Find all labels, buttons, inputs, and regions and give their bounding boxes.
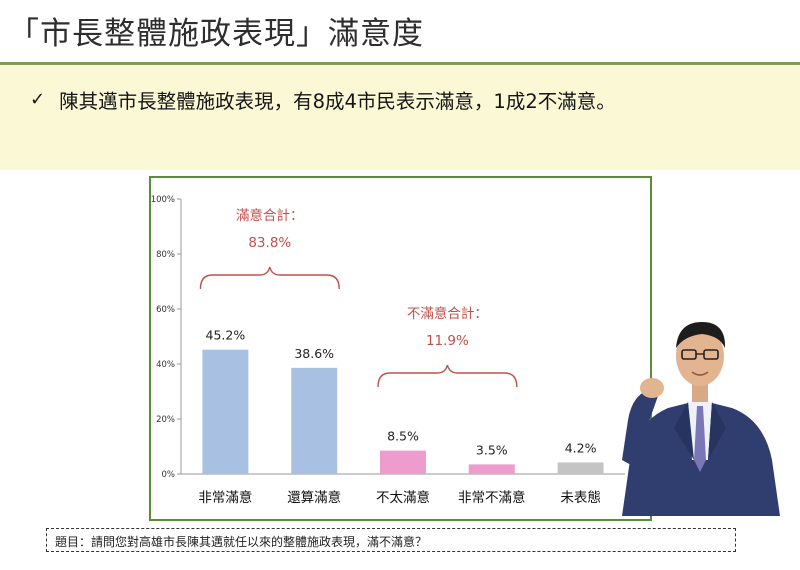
category-label: 非常不滿意 (458, 489, 526, 506)
bar-2 (291, 367, 338, 474)
bar-5 (557, 462, 604, 474)
y-tick-label: 100% (151, 195, 175, 205)
annotation-bracket (377, 364, 518, 388)
annotation-value: 11.9% (426, 333, 469, 349)
bar-4 (468, 464, 515, 474)
check-icon: ✓ (30, 89, 46, 110)
bar-chart: 0% 20% 40% 60% 80% 100% 45.2% 非常滿意 38.6% 還算滿意 8.5%… (151, 195, 625, 506)
summary-bullet: ✓ 陳其邁市長整體施政表現，有8成4市民表示滿意，1成2不滿意。 (30, 85, 616, 114)
category-label: 未表態 (560, 490, 601, 506)
page-title: 「市長整體施政表現」滿意度 (8, 16, 424, 52)
mayor-photo (612, 310, 788, 516)
category-label: 不太滿意 (376, 489, 430, 506)
bar-value-label: 8.5% (387, 429, 419, 444)
bar-value-label: 3.5% (476, 442, 508, 457)
chart-panel: 0% 20% 40% 60% 80% 100% 45.2% 非常滿意 38.6% 還算滿意 8.5%… (149, 176, 652, 521)
annotation-label: 滿意合計： (236, 207, 303, 224)
title-divider (0, 62, 800, 65)
bar-1 (202, 349, 249, 474)
y-tick-label: 80% (156, 250, 175, 260)
annotation-label: 不滿意合計： (407, 305, 488, 322)
category-label: 非常滿意 (198, 489, 252, 506)
annotation-value: 83.8% (248, 235, 291, 251)
summary-text: 陳其邁市長整體施政表現，有8成4市民表示滿意，1成2不滿意。 (59, 90, 616, 113)
bar-value-label: 38.6% (294, 346, 334, 361)
survey-question: 題目：請問您對高雄市長陳其邁就任以來的整體施政表現，滿不滿意？ (46, 528, 736, 552)
bar-3 (380, 450, 426, 474)
bar-value-label: 4.2% (565, 440, 597, 455)
category-label: 還算滿意 (287, 489, 341, 506)
y-tick-label: 60% (156, 305, 175, 315)
annotation-bracket (199, 266, 340, 290)
y-tick-label: 40% (156, 360, 175, 370)
summary-band (0, 66, 800, 170)
bar-value-label: 45.2% (206, 328, 246, 343)
y-tick-label: 0% (162, 470, 176, 480)
y-tick-label: 20% (156, 415, 175, 425)
